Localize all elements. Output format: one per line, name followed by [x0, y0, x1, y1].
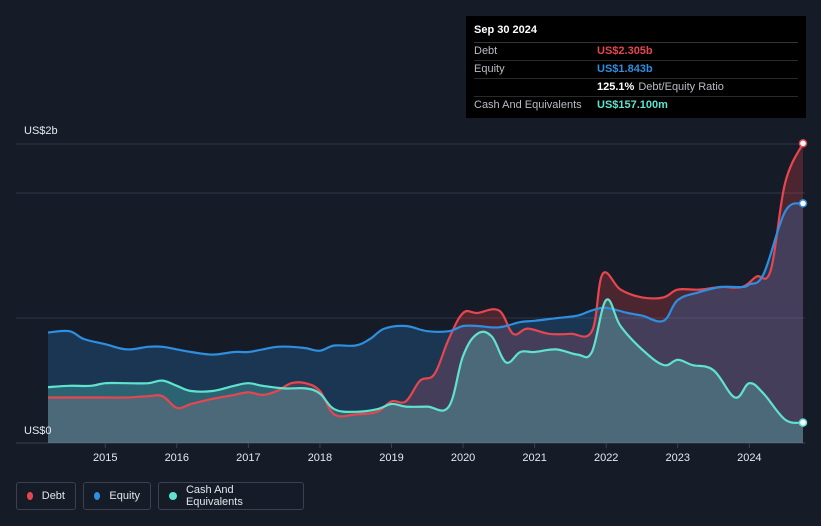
x-tick-label-2018: 2018: [308, 452, 332, 464]
legend-debt-label: Debt: [41, 490, 65, 502]
gridlines: [16, 143, 805, 444]
legend-item-cash[interactable]: Cash And Equivalents: [158, 482, 304, 510]
x-tick-label-2021: 2021: [522, 452, 546, 464]
cash-area: [48, 299, 803, 443]
y-axis-top-label: US$2b: [24, 125, 58, 137]
cash-endpoint: [798, 418, 808, 427]
x-tick-label-2022: 2022: [594, 452, 618, 464]
legend-item-debt[interactable]: Debt: [16, 482, 76, 510]
equity-dot-icon: [94, 492, 101, 500]
x-tick-label-2024: 2024: [737, 452, 761, 464]
x-tick-label-2016: 2016: [165, 452, 189, 464]
tooltip-cash-label: Cash And Equivalents: [474, 99, 582, 111]
legend-equity-label: Equity: [109, 490, 140, 502]
debt-dot-icon: [27, 492, 33, 500]
series-areas: [48, 143, 803, 444]
equity-area: [48, 203, 803, 443]
x-tick-label-2023: 2023: [666, 452, 690, 464]
equity-line: [47, 202, 804, 356]
series-lines: [47, 142, 805, 424]
x-tick-label-2017: 2017: [236, 452, 260, 464]
cash-dot-icon: [169, 492, 177, 500]
tooltip-cash-value: US$157.100m: [597, 99, 668, 111]
y-axis-bottom-label: US$0: [24, 425, 52, 437]
tooltip-row-cash: Cash And Equivalents US$157.100m: [474, 97, 798, 114]
series-endpoints: [798, 139, 808, 427]
x-axis-ticks: 2015 2016 2017 2018 2019 2020 2021 2022 2023 2024: [93, 443, 762, 464]
tooltip-ratio-value: 125.1%: [597, 81, 635, 93]
x-tick-label-2020: 2020: [451, 452, 475, 464]
tooltip-row-equity: Equity US$1.843b: [474, 61, 798, 79]
x-tick-label-2019: 2019: [379, 452, 403, 464]
debt-line: [48, 142, 805, 418]
legend-cash-label: Cash And Equivalents: [185, 484, 243, 508]
data-tooltip: Sep 30 2024 Debt US$2.305b Equity US$1.8…: [466, 16, 806, 118]
tooltip-debt-value: US$2.305b: [597, 45, 653, 57]
debt-area: [48, 143, 803, 444]
x-tick-label-2015: 2015: [93, 452, 117, 464]
tooltip-equity-value: US$1.843b: [597, 63, 653, 75]
tooltip-row-ratio: 125.1% Debt/Equity Ratio: [474, 79, 798, 97]
equity-endpoint: [798, 199, 808, 208]
cash-line: [47, 298, 804, 424]
tooltip-ratio-label: Debt/Equity Ratio: [638, 81, 724, 93]
tooltip-row-debt: Debt US$2.305b: [474, 43, 798, 61]
debt-endpoint: [798, 139, 808, 148]
legend-item-equity[interactable]: Equity: [83, 482, 151, 510]
tooltip-equity-label: Equity: [474, 63, 505, 75]
tooltip-debt-label: Debt: [474, 45, 498, 57]
tooltip-date: Sep 30 2024: [474, 24, 798, 43]
